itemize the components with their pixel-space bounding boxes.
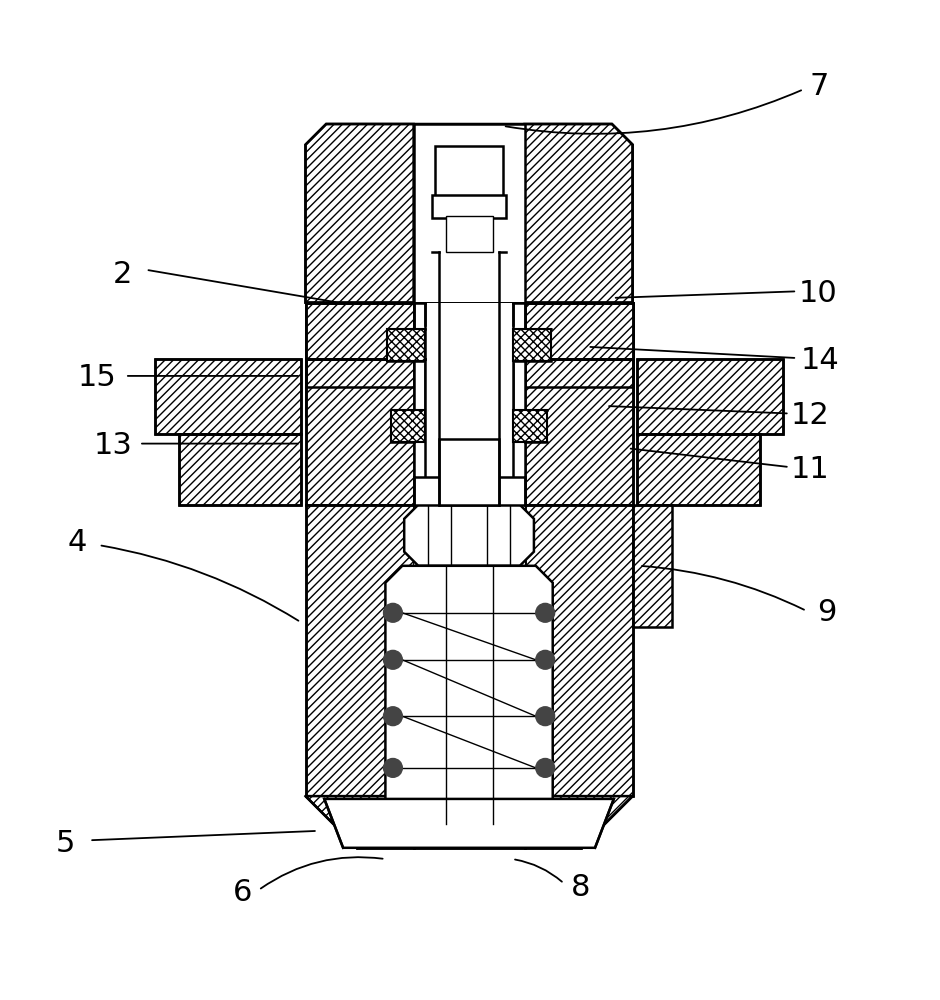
Polygon shape	[306, 124, 414, 303]
Bar	[306, 505, 414, 796]
Circle shape	[384, 650, 402, 669]
Text: 4: 4	[68, 528, 86, 557]
Text: 12: 12	[791, 401, 830, 430]
Polygon shape	[525, 796, 633, 848]
Bar	[155, 359, 301, 434]
Text: 13: 13	[93, 431, 133, 460]
Bar	[179, 434, 301, 505]
Text: 5: 5	[56, 829, 75, 858]
Bar	[513, 329, 551, 361]
Text: 2: 2	[113, 260, 132, 289]
Bar	[425, 359, 513, 505]
Text: 11: 11	[791, 455, 830, 484]
Bar	[414, 303, 425, 415]
Circle shape	[384, 603, 402, 622]
Circle shape	[384, 759, 402, 777]
Polygon shape	[525, 124, 633, 303]
Polygon shape	[324, 799, 614, 848]
Bar	[637, 359, 783, 434]
Bar	[446, 216, 493, 252]
Bar	[525, 303, 633, 359]
Bar	[179, 434, 301, 505]
Bar	[414, 477, 525, 505]
Bar	[435, 146, 503, 199]
Text: 6: 6	[233, 878, 252, 907]
Bar	[525, 303, 633, 387]
Bar	[306, 303, 414, 415]
Circle shape	[536, 650, 555, 669]
Circle shape	[536, 603, 555, 622]
Bar	[414, 359, 525, 505]
Text: 9: 9	[818, 598, 837, 627]
Bar	[637, 359, 783, 434]
Text: 8: 8	[572, 873, 590, 902]
Bar	[513, 303, 525, 415]
Circle shape	[384, 707, 402, 726]
Bar	[414, 303, 525, 387]
Bar	[637, 434, 760, 505]
Bar	[306, 359, 414, 505]
Bar	[155, 359, 301, 434]
Circle shape	[536, 759, 555, 777]
Text: 10: 10	[798, 279, 838, 308]
Polygon shape	[306, 796, 414, 848]
Bar	[306, 303, 633, 387]
Polygon shape	[357, 824, 581, 848]
Bar	[391, 410, 425, 442]
Bar	[387, 329, 425, 361]
Bar	[306, 303, 414, 387]
Bar	[525, 505, 633, 796]
Text: 14: 14	[800, 346, 839, 375]
Bar	[414, 303, 525, 359]
Bar	[633, 505, 672, 627]
Bar	[414, 124, 525, 303]
Bar	[513, 410, 547, 442]
Bar	[432, 195, 506, 218]
Circle shape	[536, 707, 555, 726]
Bar	[525, 359, 633, 505]
Text: 15: 15	[77, 363, 117, 392]
Bar	[414, 505, 525, 848]
Bar	[637, 434, 760, 505]
Bar	[439, 439, 499, 505]
Bar	[525, 303, 633, 415]
Bar	[306, 303, 414, 359]
Text: 7: 7	[810, 72, 829, 101]
Polygon shape	[385, 566, 553, 824]
Polygon shape	[404, 505, 534, 566]
